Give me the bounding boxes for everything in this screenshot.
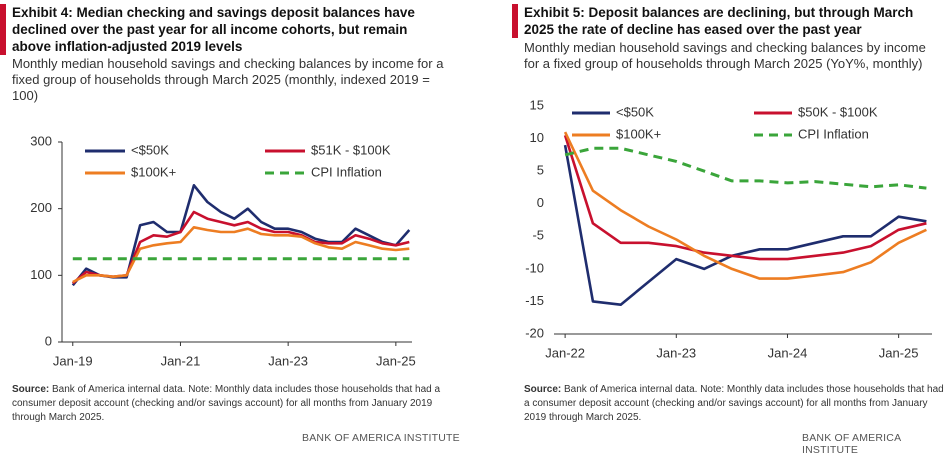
legend-label: $50K - $100K [798, 104, 878, 119]
chart: -20 -15 -10 -5 0 5 10 15 Jan-22 Jan-23 Jan-24 Jan-2… [525, 97, 932, 360]
x-tick-label: Jan-24 [768, 345, 808, 360]
x-tick-label: Jan-23 [656, 345, 696, 360]
y-tick-label: -5 [532, 228, 544, 243]
legend-label: CPI Inflation [311, 164, 382, 179]
chart-subtitle: Monthly median household savings and che… [524, 40, 926, 71]
series-line [72, 226, 410, 284]
legend-label: $100K+ [616, 126, 661, 141]
legend-label: <$50K [131, 142, 169, 157]
source: Source: Bank of America internal data. N… [12, 383, 452, 425]
x-tick-label: Jan-21 [161, 353, 201, 368]
source-label: Source: [12, 384, 50, 395]
series-line [563, 144, 927, 306]
brand: BANK OF AMERICA INSTITUTE [302, 432, 460, 444]
series-line [564, 146, 927, 190]
y-tick-label: -20 [525, 325, 544, 340]
source-text: Bank of America internal data. Note: Mon… [12, 384, 441, 423]
panel: Exhibit 5: Deposit balances are declinin… [512, 0, 945, 456]
series-line [563, 131, 927, 280]
y-tick-label: 10 [530, 130, 544, 145]
legend-label: CPI Inflation [798, 126, 869, 141]
chart-subtitle: Monthly median household savings and che… [12, 56, 444, 103]
legend-label: $100K+ [131, 164, 176, 179]
x-tick-label: Jan-23 [268, 353, 308, 368]
y-tick-label: 100 [30, 267, 52, 282]
x-tick-label: Jan-25 [376, 353, 416, 368]
y-tick-label: 200 [30, 200, 52, 215]
y-tick-label: 15 [530, 97, 544, 112]
chart-title: Exhibit 4: Median checking and savings d… [0, 4, 432, 55]
chart-title: Exhibit 5: Deposit balances are declinin… [512, 4, 934, 38]
x-tick-label: Jan-19 [53, 353, 93, 368]
x-tick-label: Jan-22 [545, 345, 585, 360]
source: Source: Bank of America internal data. N… [524, 383, 944, 425]
panel: Exhibit 4: Median checking and savings d… [0, 0, 460, 449]
y-tick-label: 0 [537, 195, 544, 210]
series-line [71, 210, 410, 285]
y-tick-label: 0 [45, 333, 52, 348]
brand: BANK OF AMERICA INSTITUTE [802, 432, 901, 456]
series-line [563, 134, 927, 261]
y-tick-label: 5 [537, 163, 544, 178]
source-label: Source: [524, 384, 562, 395]
source-text: Bank of America internal data. Note: Mon… [524, 384, 944, 423]
x-tick-label: Jan-25 [879, 345, 919, 360]
y-tick-label: -15 [525, 293, 544, 308]
legend-label: $51K - $100K [311, 142, 391, 157]
chart: 0 100 200 300 Jan-19 Jan-21 Jan-23 Jan-25 <$50K $… [30, 133, 416, 368]
y-tick-label: 300 [30, 133, 52, 148]
legend-label: <$50K [616, 104, 654, 119]
y-tick-label: -10 [525, 260, 544, 275]
